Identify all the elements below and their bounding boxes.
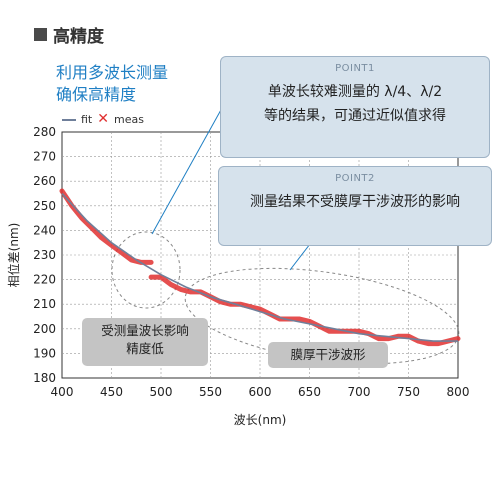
x-tick-label: 600 (249, 385, 272, 399)
y-tick-label: 280 (33, 125, 56, 139)
left-dashed-ellipse (111, 231, 181, 309)
section-heading: 高精度 (34, 22, 104, 47)
y-tick-label: 210 (33, 297, 56, 311)
lead-line-1: 利用多波长测量 (56, 63, 169, 82)
point1-box: POINT1 单波长较难测量的 λ/4、λ/2 等的结果，可通过近似值求得 (220, 56, 490, 158)
callout2-line-1: 膜厚干涉波形 (290, 347, 366, 362)
interference-callout: 膜厚干涉波形 (268, 342, 388, 368)
lead-line-2: 确保高精度 (56, 85, 137, 104)
y-tick-label: 270 (33, 150, 56, 164)
y-tick-label: 250 (33, 199, 56, 213)
callout1-line-2: 精度低 (126, 341, 164, 356)
fit-legend-line-icon (62, 118, 76, 121)
legend-meas-label: meas (113, 113, 144, 126)
low-precision-callout: 受测量波长影响 精度低 (82, 318, 208, 366)
y-tick-label: 200 (33, 322, 56, 336)
point2-title: POINT2 (335, 173, 375, 184)
x-tick-label: 650 (298, 385, 321, 399)
y-tick-label: 190 (33, 346, 56, 360)
point1-title: POINT1 (335, 63, 375, 74)
x-tick-label: 500 (150, 385, 173, 399)
x-tick-label: 400 (51, 385, 74, 399)
y-tick-label: 220 (33, 273, 56, 287)
point1-pointer (151, 107, 223, 235)
legend: fit ✕ meas (62, 111, 144, 127)
point2-line-1: 测量结果不受膜厚干涉波形的影响 (250, 194, 460, 210)
y-tick-label: 240 (33, 223, 56, 237)
point1-text: 单波长较难测量的 λ/4、λ/2 等的结果，可通过近似值求得 (221, 80, 489, 128)
point1-line-1: 单波长较难测量的 λ/4、λ/2 (267, 84, 443, 100)
lead-text: 利用多波长测量 确保高精度 (56, 62, 168, 106)
y-tick-labels: 180 190 200 210 220 230 240 250 260 270 280 (33, 125, 56, 385)
x-tick-label: 700 (348, 385, 371, 399)
heading-text: 高精度 (53, 27, 104, 47)
point2-text: 测量结果不受膜厚干涉波形的影响 (219, 190, 491, 214)
square-bullet-icon (34, 28, 47, 41)
point2-pointer (289, 243, 311, 271)
y-tick-label: 230 (33, 248, 56, 262)
series-group (59, 188, 461, 347)
x-tick-label: 450 (100, 385, 123, 399)
y-axis-label: 相位差(nm) (6, 223, 21, 288)
legend-fit-label: fit (81, 113, 93, 126)
x-tick-labels: 400 450 500 550 600 650 700 750 800 (51, 385, 470, 399)
x-axis-label: 波长(nm) (234, 413, 287, 427)
callout1-line-1: 受测量波长影响 (101, 323, 189, 338)
meas-legend-x-icon: ✕ (97, 111, 109, 127)
x-tick-label: 800 (447, 385, 470, 399)
x-tick-label: 550 (199, 385, 222, 399)
point1-line-2: 等的结果，可通过近似值求得 (264, 108, 446, 124)
fit-series-line (61, 192, 458, 342)
point2-box: POINT2 测量结果不受膜厚干涉波形的影响 (218, 166, 492, 246)
y-tick-label: 260 (33, 174, 56, 188)
x-tick-label: 750 (397, 385, 420, 399)
y-tick-label: 180 (33, 371, 56, 385)
meas-series-line (59, 188, 154, 265)
